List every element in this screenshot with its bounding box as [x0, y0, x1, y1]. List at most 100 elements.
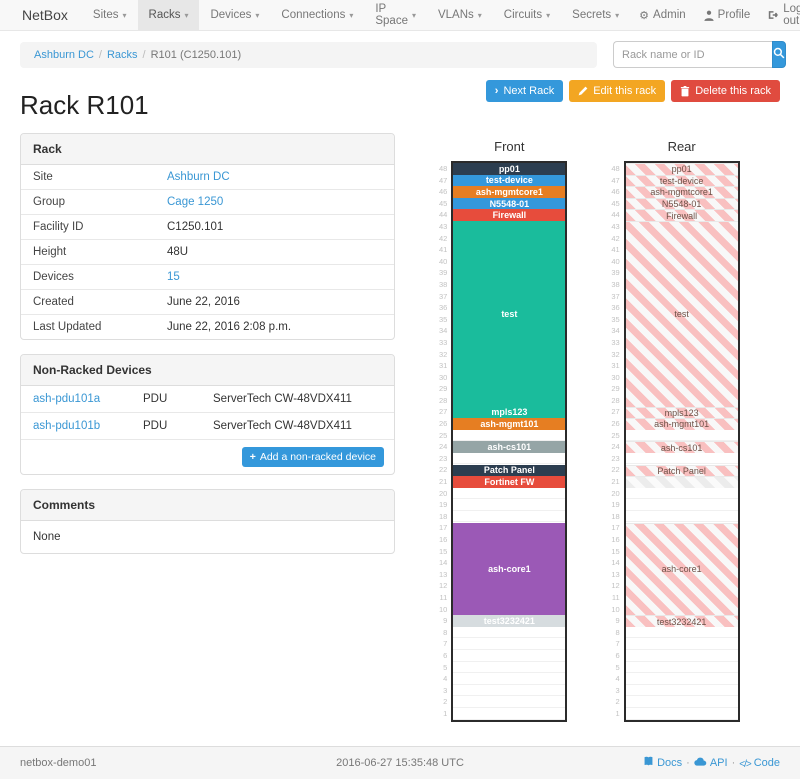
unit-number: 41 [611, 245, 620, 255]
nav-item-sites[interactable]: Sites ▾ [92, 9, 127, 21]
rack-unit-empty [625, 638, 738, 650]
rack-device-mpls123[interactable]: mpls123 [453, 406, 566, 419]
unit-number: 9 [615, 616, 620, 626]
unit-number: 47 [438, 175, 448, 185]
rack-device-test-device[interactable]: test-device [625, 174, 738, 187]
rack-attr-table: Site Ashburn DC Group Cage 1250 Facility ID C… [21, 165, 394, 339]
unit-number: 7 [443, 639, 448, 649]
rack-unit-empty [453, 453, 566, 465]
footer-link-code[interactable]: </> Code [739, 756, 780, 770]
rack-unit-empty [625, 650, 738, 662]
add-nonracked-device-button[interactable]: + Add a non-racked device [241, 447, 384, 467]
nav-item-vlans[interactable]: VLANs ▾ [437, 9, 482, 21]
rack-unit-empty [625, 662, 738, 674]
attr-value-link[interactable]: Cage 1250 [167, 196, 224, 208]
rack-unit-empty [453, 696, 566, 708]
rack-unit-empty [453, 650, 566, 662]
rack-device-firewall[interactable]: Firewall [453, 209, 566, 221]
unit-number: 21 [438, 477, 448, 487]
rack-device-ash-core1[interactable]: ash-core1 [625, 522, 738, 616]
rack-device-fortinet-fw[interactable]: Fortinet FW [453, 476, 566, 488]
nav-item-log-out[interactable]: Log out [759, 0, 800, 30]
rack-device-mpls123[interactable]: mpls123 [625, 406, 738, 419]
nav-right: ⚙ Admin Profile Log out [630, 0, 800, 30]
rack-device-ash-mgmt101[interactable]: ash-mgmt101 [453, 418, 566, 430]
unit-number: 13 [611, 569, 620, 579]
search-button[interactable] [772, 41, 786, 68]
nav-item-connections[interactable]: Connections ▾ [281, 9, 354, 21]
front-rack: pp01 test-device ash-mgmtcore1 N5548-01 Fire… [451, 161, 568, 722]
rack-device-test[interactable]: test [625, 221, 738, 407]
unit-number: 45 [438, 198, 448, 208]
nonracked-device-row: ash-pdu101a PDU ServerTech CW-48VDX411 [21, 386, 394, 413]
unit-number: 33 [611, 337, 620, 347]
nav-item-secrets[interactable]: Secrets ▾ [572, 9, 620, 21]
rack-device-ash-core1[interactable]: ash-core1 [453, 522, 566, 616]
rack-device-n5548-01[interactable]: N5548-01 [453, 197, 566, 210]
attr-value-link[interactable]: 15 [167, 271, 180, 283]
unit-number: 48 [611, 164, 620, 173]
footer-link-api[interactable]: API [694, 757, 728, 769]
nav-item-racks[interactable]: Racks ▾ [137, 0, 200, 30]
breadcrumb-link-site[interactable]: Ashburn DC [34, 48, 94, 61]
nav-item-admin[interactable]: ⚙ Admin [639, 9, 686, 22]
rear-rack: pp01 test-device ash-mgmtcore1 N5548-01 Fire… [623, 161, 740, 722]
rack-device-test3232421[interactable]: test3232421 [453, 615, 566, 627]
unit-number: 9 [443, 616, 448, 626]
unit-number: 20 [611, 488, 620, 498]
rack-device-n5548-01[interactable]: N5548-01 [625, 197, 738, 210]
rack-unit-empty [625, 499, 738, 511]
rack-search-input[interactable] [613, 41, 772, 68]
rack-device-pp01[interactable]: pp01 [625, 163, 738, 175]
rack-device-test[interactable]: test [453, 221, 566, 407]
rack-device-ash-mgmtcore1[interactable]: ash-mgmtcore1 [625, 186, 738, 198]
unit-number: 41 [438, 245, 448, 255]
device-link[interactable]: ash-pdu101b [33, 420, 101, 432]
pencil-icon [578, 86, 588, 96]
edit-rack-button[interactable]: Edit this rack [569, 80, 666, 102]
gear-icon: ⚙ [639, 9, 650, 22]
unit-number: 19 [438, 500, 448, 510]
code-icon: </> [739, 758, 752, 770]
app-brand[interactable]: NetBox [22, 7, 68, 23]
unit-number: 3 [443, 685, 448, 695]
breadcrumb-link-racks[interactable]: Racks [106, 48, 138, 61]
next-rack-button[interactable]: › Next Rack [485, 80, 564, 102]
rack-device-test-device[interactable]: test-device [453, 174, 566, 187]
rack-device-firewall[interactable]: Firewall [625, 209, 738, 221]
rack-device-ash-mgmt101[interactable]: ash-mgmt101 [625, 418, 738, 430]
unit-number: 30 [438, 372, 448, 382]
nav-item-ip-space[interactable]: IP Space ▾ [375, 3, 416, 27]
rack-device-patch-panel[interactable]: Patch Panel [453, 464, 566, 477]
rack-device-ash-cs101[interactable]: ash-cs101 [453, 441, 566, 453]
logout-icon [768, 10, 779, 20]
unit-number: 24 [438, 442, 448, 452]
unit-number: 12 [438, 581, 448, 591]
unit-number: 16 [438, 535, 448, 544]
delete-rack-button[interactable]: Delete this rack [671, 80, 780, 102]
footer-timestamp: 2016-06-27 15:35:48 UTC [336, 756, 464, 769]
unit-number: 32 [438, 349, 448, 359]
unit-number: 11 [439, 592, 448, 602]
attr-value-link[interactable]: Ashburn DC [167, 171, 230, 183]
unit-number: 29 [438, 384, 448, 394]
rack-device-ash-cs101[interactable]: ash-cs101 [625, 441, 738, 453]
rack-unit-blocked [625, 476, 738, 488]
chevron-down-icon: ▾ [349, 10, 354, 20]
unit-number: 12 [611, 581, 620, 591]
rack-device-ash-mgmtcore1[interactable]: ash-mgmtcore1 [453, 186, 566, 198]
device-link[interactable]: ash-pdu101a [33, 393, 101, 405]
nav-item-circuits[interactable]: Circuits ▾ [503, 9, 551, 21]
nav-item-profile[interactable]: Profile [695, 0, 760, 30]
footer-link-docs[interactable]: Docs [643, 756, 682, 769]
rack-device-pp01[interactable]: pp01 [453, 163, 566, 175]
rack-unit-empty [453, 499, 566, 511]
chevron-down-icon: ▾ [255, 10, 260, 20]
unit-number: 3 [615, 685, 620, 695]
rack-device-test3232421[interactable]: test3232421 [625, 615, 738, 627]
plus-icon: + [249, 451, 256, 463]
nav-item-devices[interactable]: Devices ▾ [210, 9, 260, 21]
unit-number: 15 [611, 546, 620, 556]
rack-device-patch-panel[interactable]: Patch Panel [625, 464, 738, 477]
unit-number: 39 [438, 268, 448, 278]
